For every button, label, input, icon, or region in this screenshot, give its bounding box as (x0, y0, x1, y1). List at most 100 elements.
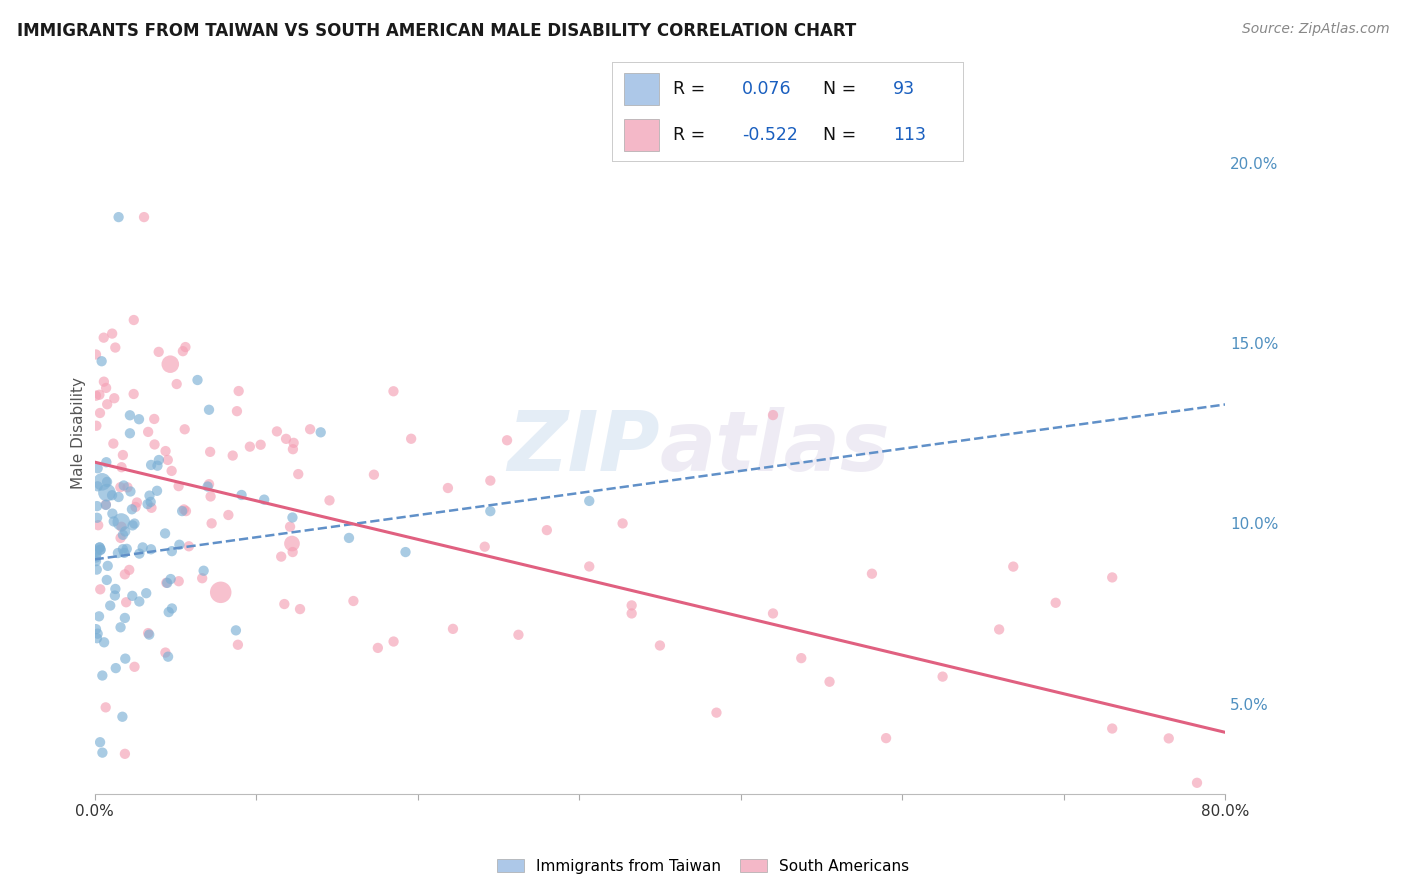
Point (114, 651, 136, 665)
Point (117, 480, 139, 494)
Point (146, 458, 169, 473)
Point (159, 357, 181, 371)
Text: IMMIGRANTS FROM TAIWAN VS SOUTH AMERICAN MALE DISABILITY CORRELATION CHART: IMMIGRANTS FROM TAIWAN VS SOUTH AMERICAN… (17, 22, 856, 40)
Point (96, 455, 118, 469)
Point (166, 377, 188, 392)
Point (508, 628, 530, 642)
Point (93, 375, 115, 389)
Point (93, 635, 115, 649)
Point (278, 519, 301, 533)
Point (90, 542, 112, 557)
Point (198, 477, 221, 491)
Point (111, 542, 134, 557)
Point (148, 344, 170, 359)
Point (103, 515, 125, 529)
Point (118, 563, 141, 577)
Point (86, 547, 108, 561)
Point (155, 575, 177, 590)
Point (1002, 559, 1025, 574)
Point (266, 425, 288, 439)
Point (578, 559, 600, 574)
Point (110, 620, 132, 634)
Point (193, 564, 215, 578)
Point (281, 545, 304, 559)
Text: Source: ZipAtlas.com: Source: ZipAtlas.com (1241, 22, 1389, 37)
Point (173, 502, 195, 516)
Point (167, 479, 190, 493)
Point (115, 595, 138, 609)
Point (174, 340, 197, 354)
Text: R =: R = (673, 80, 711, 98)
Point (860, 566, 883, 581)
Point (87, 609, 110, 624)
Point (93, 331, 115, 345)
Point (139, 542, 162, 557)
Point (101, 507, 124, 521)
Point (104, 589, 127, 603)
Point (101, 488, 124, 502)
Point (156, 453, 179, 467)
Point (648, 639, 671, 653)
Point (363, 467, 385, 482)
Point (318, 493, 340, 508)
Point (173, 422, 195, 436)
Point (89, 388, 111, 402)
Point (89, 541, 111, 555)
Point (174, 504, 197, 518)
Point (94, 498, 117, 512)
Point (89, 406, 111, 420)
Point (479, 504, 502, 518)
Point (762, 408, 785, 422)
Point (143, 412, 166, 426)
Text: -0.522: -0.522 (742, 126, 797, 144)
Point (309, 425, 332, 440)
Point (138, 489, 160, 503)
Point (228, 384, 250, 398)
Point (1101, 570, 1123, 584)
Point (1101, 722, 1123, 736)
Point (135, 586, 157, 600)
Point (177, 539, 200, 553)
Text: 93: 93 (893, 80, 915, 98)
Point (84, 389, 107, 403)
Point (91, 668, 114, 682)
Point (86, 461, 108, 475)
Point (155, 646, 177, 660)
Point (620, 607, 643, 621)
Point (169, 538, 191, 552)
Point (198, 445, 221, 459)
Point (209, 585, 232, 599)
Point (191, 571, 214, 585)
Point (931, 670, 953, 684)
Text: 113: 113 (893, 126, 925, 144)
Point (288, 602, 311, 616)
Point (337, 531, 360, 545)
Point (104, 582, 127, 596)
Point (107, 546, 129, 560)
Point (122, 313, 145, 327)
Point (104, 661, 127, 675)
Point (111, 710, 134, 724)
Point (89, 735, 111, 749)
Point (136, 425, 159, 439)
Point (139, 458, 162, 472)
Point (253, 492, 276, 507)
Text: N =: N = (823, 80, 862, 98)
Point (132, 210, 155, 224)
Point (790, 651, 813, 665)
Point (112, 478, 135, 492)
Point (101, 326, 124, 341)
Point (186, 373, 208, 387)
Point (1185, 776, 1208, 790)
Point (96, 573, 118, 587)
Point (172, 504, 194, 518)
Point (167, 574, 190, 589)
Point (114, 567, 136, 582)
Point (103, 391, 125, 405)
Point (875, 731, 897, 746)
Point (128, 594, 150, 608)
Point (200, 490, 222, 504)
Point (231, 488, 253, 502)
Point (155, 444, 177, 458)
Point (283, 435, 305, 450)
